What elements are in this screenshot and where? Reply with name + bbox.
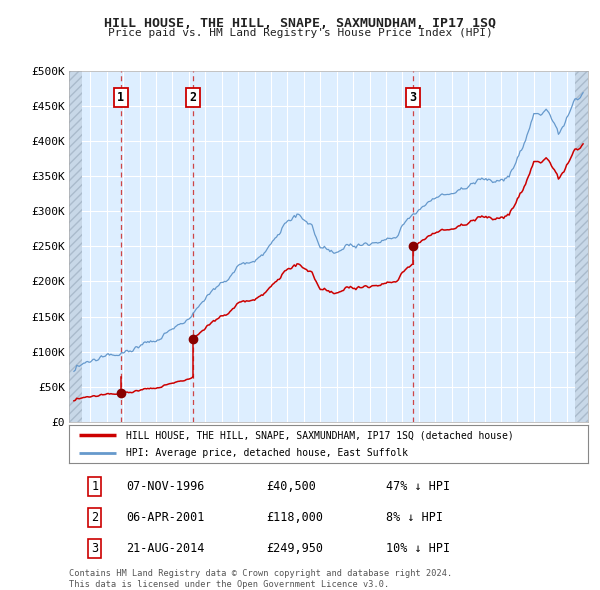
Text: 07-NOV-1996: 07-NOV-1996	[126, 480, 205, 493]
Bar	[69, 71, 82, 422]
Text: 06-APR-2001: 06-APR-2001	[126, 511, 205, 525]
Text: £249,950: £249,950	[266, 542, 323, 555]
Text: Contains HM Land Registry data © Crown copyright and database right 2024.
This d: Contains HM Land Registry data © Crown c…	[69, 569, 452, 589]
Text: 3: 3	[91, 542, 98, 555]
Text: HPI: Average price, detached house, East Suffolk: HPI: Average price, detached house, East…	[126, 448, 408, 458]
Text: HILL HOUSE, THE HILL, SNAPE, SAXMUNDHAM, IP17 1SQ: HILL HOUSE, THE HILL, SNAPE, SAXMUNDHAM,…	[104, 17, 496, 30]
Text: 8% ↓ HPI: 8% ↓ HPI	[386, 511, 443, 525]
Text: HILL HOUSE, THE HILL, SNAPE, SAXMUNDHAM, IP17 1SQ (detached house): HILL HOUSE, THE HILL, SNAPE, SAXMUNDHAM,…	[126, 430, 514, 440]
Text: 21-AUG-2014: 21-AUG-2014	[126, 542, 205, 555]
Text: 3: 3	[409, 91, 416, 104]
Text: £118,000: £118,000	[266, 511, 323, 525]
Text: 47% ↓ HPI: 47% ↓ HPI	[386, 480, 450, 493]
Text: Price paid vs. HM Land Registry's House Price Index (HPI): Price paid vs. HM Land Registry's House …	[107, 28, 493, 38]
Text: 1: 1	[117, 91, 124, 104]
Text: 10% ↓ HPI: 10% ↓ HPI	[386, 542, 450, 555]
Text: £40,500: £40,500	[266, 480, 316, 493]
Text: 2: 2	[190, 91, 197, 104]
Bar	[575, 71, 588, 422]
Text: 1: 1	[91, 480, 98, 493]
Text: 2: 2	[91, 511, 98, 525]
